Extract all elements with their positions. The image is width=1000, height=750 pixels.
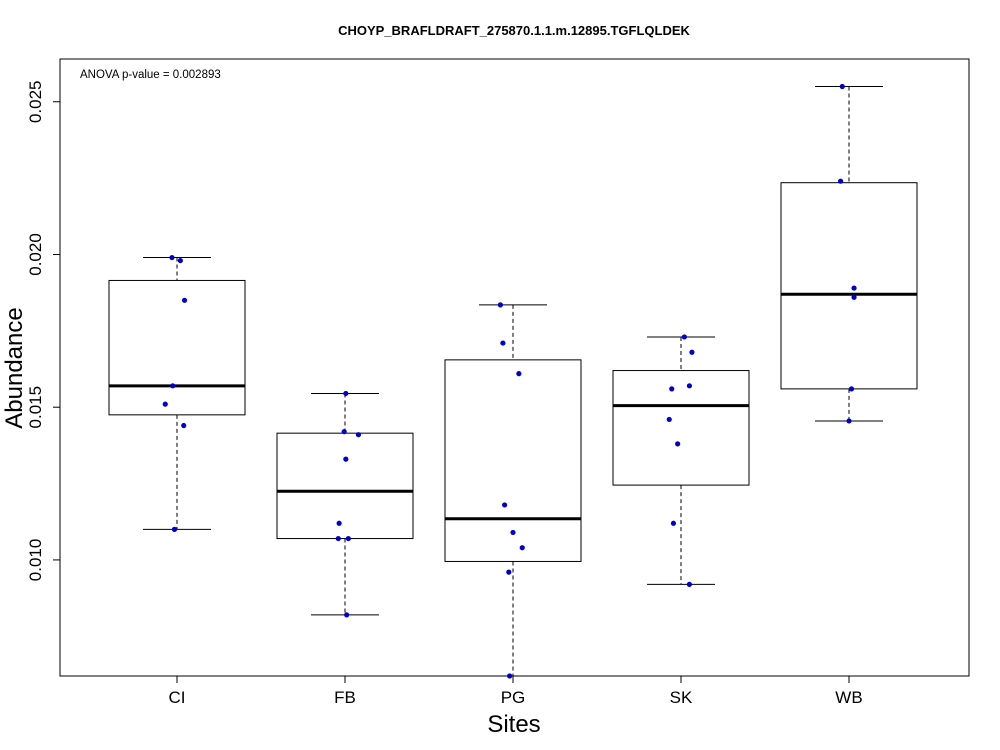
data-point <box>669 386 675 392</box>
data-point <box>519 545 525 551</box>
box-fb <box>276 392 414 616</box>
data-point <box>838 178 844 184</box>
y-tick-label: 0.015 <box>26 386 45 429</box>
anova-annotation: ANOVA p-value = 0.002893 <box>80 69 221 81</box>
data-point <box>343 390 349 397</box>
data-point <box>516 371 522 377</box>
box-wb <box>780 85 918 422</box>
boxes-layer <box>108 85 918 677</box>
data-point <box>335 535 341 542</box>
data-point <box>343 456 349 462</box>
data-point <box>846 418 852 424</box>
x-axis: CI FB PG SK WB <box>169 675 863 707</box>
data-point <box>177 257 183 264</box>
x-axis-label: Sites <box>487 711 540 738</box>
data-point <box>500 340 506 346</box>
box-ci <box>108 257 246 530</box>
data-point <box>344 612 350 618</box>
data-point <box>851 285 857 291</box>
iqr-box <box>444 359 582 562</box>
x-tick-label: SK <box>670 688 693 707</box>
x-tick-label: WB <box>835 688 862 707</box>
box-pg <box>444 304 582 677</box>
data-point <box>851 294 857 300</box>
x-tick-label: PG <box>501 688 526 707</box>
y-tick-label: 0.010 <box>26 539 45 582</box>
data-point <box>497 302 503 308</box>
box-sk <box>612 336 750 585</box>
data-point <box>507 673 513 679</box>
data-point <box>686 581 693 587</box>
data-point <box>181 297 188 303</box>
y-tick-label: 0.025 <box>26 80 45 123</box>
data-point <box>681 334 687 340</box>
iqr-box <box>780 182 918 390</box>
data-point <box>355 432 362 438</box>
data-point <box>848 386 855 392</box>
data-point <box>169 254 175 261</box>
data-point <box>345 535 351 542</box>
iqr-box <box>612 370 750 486</box>
data-point <box>839 83 845 90</box>
data-point <box>686 383 693 389</box>
data-point <box>689 349 695 355</box>
y-tick-label: 0.020 <box>26 233 45 276</box>
data-point <box>670 520 677 526</box>
data-point <box>666 416 672 423</box>
data-point <box>502 502 508 508</box>
data-point <box>510 529 516 536</box>
data-point <box>341 429 347 435</box>
data-point <box>181 422 187 429</box>
data-point <box>171 526 178 532</box>
chart-title: CHOYP_BRAFLDRAFT_275870.1.1.m.12895.TGFL… <box>338 23 690 38</box>
data-point <box>162 401 168 407</box>
data-point <box>506 569 512 575</box>
points-layer <box>162 83 857 679</box>
plot-frame <box>59 58 970 677</box>
data-point <box>336 520 342 526</box>
iqr-box <box>276 432 414 540</box>
data-point <box>170 383 176 389</box>
x-tick-label: CI <box>169 688 186 707</box>
x-tick-label: FB <box>334 688 356 707</box>
y-axis: 0.010 0.015 0.020 0.025 <box>26 80 61 582</box>
data-point <box>675 441 681 447</box>
iqr-box <box>108 279 246 416</box>
y-axis-label: Abundance <box>1 307 28 428</box>
